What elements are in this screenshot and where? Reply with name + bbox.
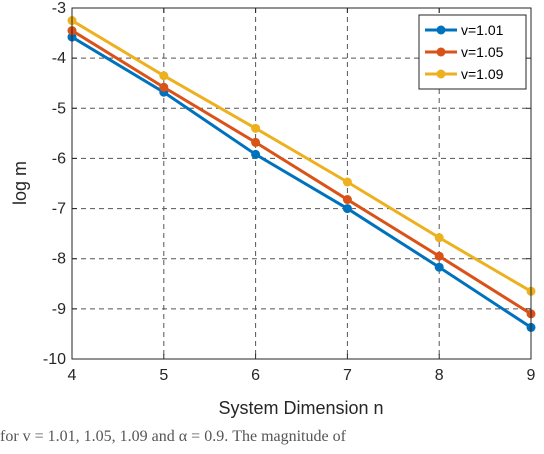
legend: v=1.01 v=1.05 v=1.09 [418,14,527,90]
ticks: 4 5 6 7 8 9 -3 -4 -5 -6 -7 -8 -9 -10 [43,0,536,384]
series-layer [67,16,536,332]
y-tick-label: -6 [52,150,66,167]
data-point [251,149,261,159]
x-tick-label: 7 [343,367,352,384]
x-tick-label: 4 [68,367,77,384]
legend-label: v=1.05 [461,44,504,60]
plot-border [71,7,532,360]
legend-label: v=1.09 [461,66,504,82]
x-tick-label: 9 [527,367,536,384]
figure-caption: for v = 1.01, 1.05, 1.09 and α = 0.9. Th… [0,428,346,445]
legend-item: v=1.09 [425,66,504,82]
y-tick-label: -3 [52,0,66,17]
y-tick-label: -7 [52,201,66,218]
chart: 4 5 6 7 8 9 -3 -4 -5 -6 -7 -8 -9 -10 System Dimension… [10,0,536,418]
data-point [434,251,444,261]
y-tick-label: -10 [43,351,66,368]
legend-item: v=1.01 [425,22,504,38]
y-tick-label: -8 [52,251,66,268]
data-point [159,82,169,92]
series-line [71,19,532,293]
data-point [342,177,352,187]
data-point [251,123,261,133]
x-tick-label: 5 [159,367,168,384]
series-line [71,35,532,329]
legend-marker [436,69,446,79]
data-point [342,195,352,205]
data-point [434,233,444,243]
data-point [434,262,444,272]
data-point [342,204,352,214]
data-point [251,137,261,147]
y-tick-label: -5 [52,100,66,117]
x-axis-title: System Dimension n [218,398,383,418]
series-v=1.09 [67,16,536,296]
legend-label: v=1.01 [461,22,504,38]
y-tick-label: -4 [52,50,66,67]
series-line [71,29,532,316]
x-tick-label: 8 [435,367,444,384]
y-tick-label: -9 [52,301,66,318]
legend-item: v=1.05 [425,44,504,60]
x-tick-label: 6 [251,367,260,384]
y-axis-title: log m [10,161,30,205]
legend-marker [436,47,446,57]
data-point [159,71,169,81]
legend-marker [436,25,446,35]
